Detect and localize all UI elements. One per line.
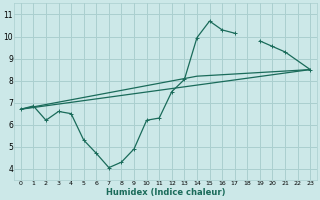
X-axis label: Humidex (Indice chaleur): Humidex (Indice chaleur) [106,188,225,197]
